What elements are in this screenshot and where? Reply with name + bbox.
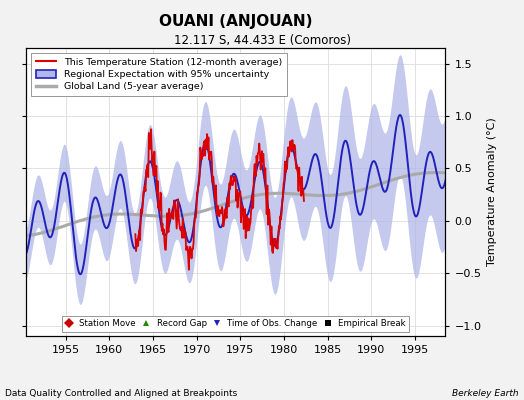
Legend: Station Move, Record Gap, Time of Obs. Change, Empirical Break: Station Move, Record Gap, Time of Obs. C… <box>62 316 409 332</box>
Text: Berkeley Earth: Berkeley Earth <box>452 389 519 398</box>
Text: 12.117 S, 44.433 E (Comoros): 12.117 S, 44.433 E (Comoros) <box>173 34 351 47</box>
Text: Data Quality Controlled and Aligned at Breakpoints: Data Quality Controlled and Aligned at B… <box>5 389 237 398</box>
Y-axis label: Temperature Anomaly (°C): Temperature Anomaly (°C) <box>487 118 497 266</box>
Title: OUANI (ANJOUAN): OUANI (ANJOUAN) <box>159 14 312 29</box>
